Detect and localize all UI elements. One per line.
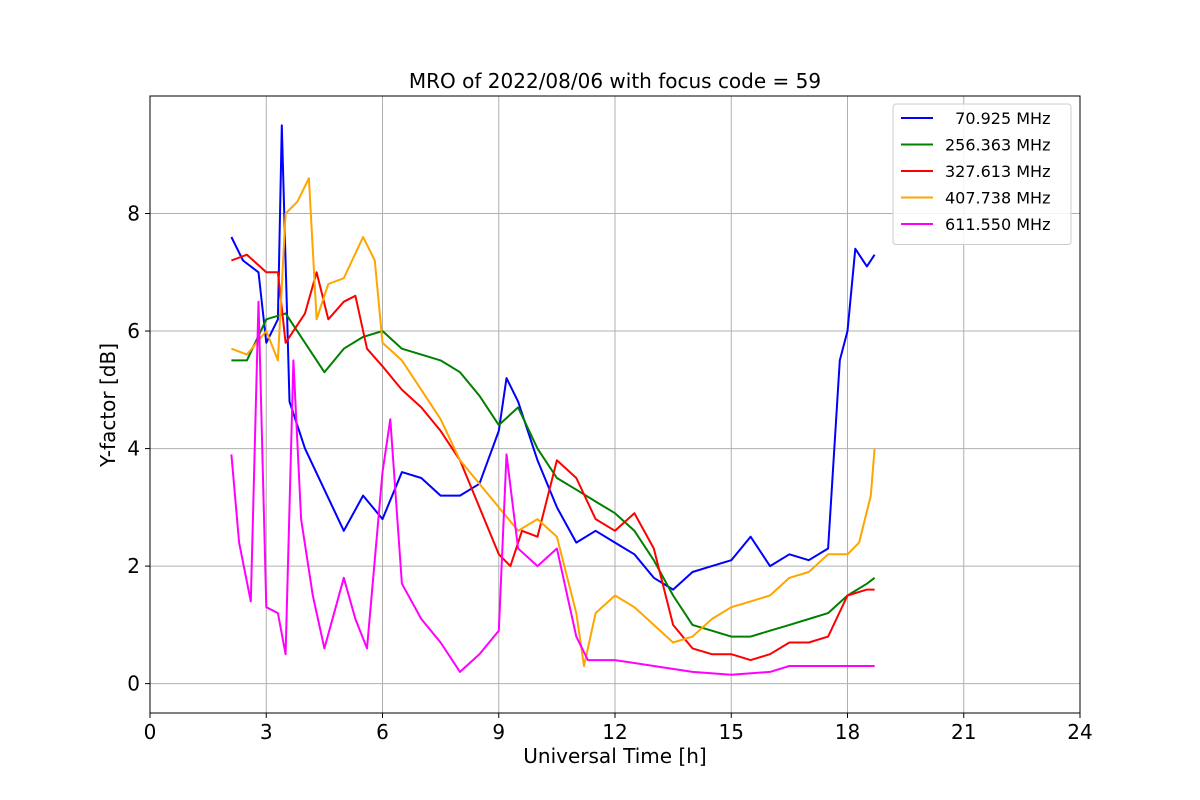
x-tick-label: 12 — [602, 720, 627, 744]
legend: 70.925 MHz 256.363 MHz 327.613 MHz 407.738 … — [892, 103, 1072, 245]
x-tick-label: 15 — [719, 720, 744, 744]
x-tick-label: 18 — [835, 720, 860, 744]
y-tick-label: 4 — [127, 437, 140, 461]
x-tick-label: 6 — [376, 720, 389, 744]
series-line-3 — [231, 177, 876, 667]
y-tick-label: 8 — [127, 202, 140, 226]
series-layer — [230, 124, 876, 676]
x-tick-label: 9 — [492, 720, 505, 744]
legend-label: 407.738 MHz — [945, 189, 1050, 208]
chart-title: MRO of 2022/08/06 with focus code = 59 — [409, 69, 821, 93]
y-axis-label: Y-factor [dB] — [96, 343, 120, 468]
x-tick-label: 0 — [144, 720, 157, 744]
x-tick-label: 3 — [260, 720, 273, 744]
x-tick-label: 21 — [951, 720, 976, 744]
series-line-4 — [230, 300, 875, 676]
series-line-0 — [230, 124, 876, 591]
legend-label: 256.363 MHz — [945, 136, 1050, 155]
y-tick-label: 0 — [127, 672, 140, 696]
x-tick-label: 24 — [1067, 720, 1092, 744]
legend-box — [892, 103, 1072, 245]
legend-label: 327.613 MHz — [945, 162, 1050, 181]
legend-label: 70.925 MHz — [945, 109, 1050, 128]
series-line-1 — [231, 312, 876, 638]
legend-label: 611.550 MHz — [945, 215, 1050, 234]
y-tick-label: 2 — [127, 554, 140, 578]
series-line-2 — [231, 253, 875, 662]
y-tick-label: 6 — [127, 319, 140, 343]
x-axis-label: Universal Time [h] — [523, 744, 706, 768]
